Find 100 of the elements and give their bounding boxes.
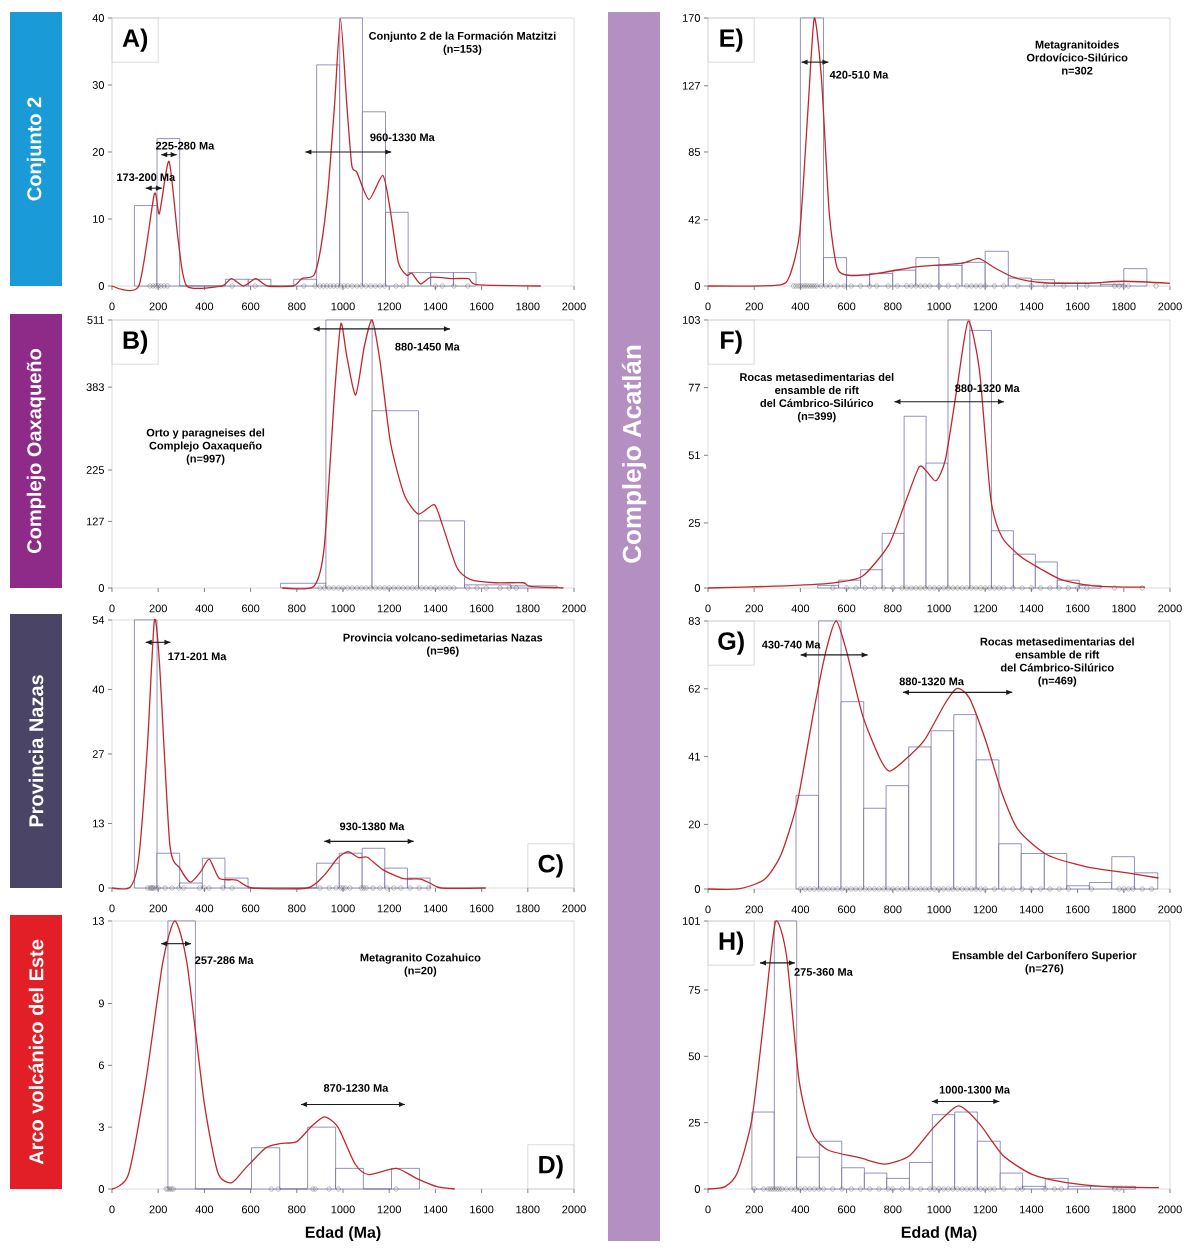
y-tick-label: 41	[688, 752, 700, 761]
y-tick-label: 0	[694, 584, 701, 592]
chart-title: F)	[721, 330, 742, 354]
chart-title: G)	[718, 631, 744, 655]
y-tick-label: 62	[688, 684, 700, 693]
annotation: (n=153)	[443, 44, 482, 55]
x-tick-label: 0	[109, 904, 115, 913]
x-tick-label: 1800	[1112, 604, 1136, 613]
x-tick-label: 1200	[377, 904, 401, 913]
y-tick-label: 127	[682, 81, 700, 90]
x-tick-label: 800	[884, 905, 902, 914]
annotation: (n=997)	[186, 454, 225, 465]
x-tick-label: 1400	[424, 302, 448, 311]
annotation: 880-1320 Ma	[899, 677, 965, 686]
y-tick-label: 0	[694, 282, 701, 290]
x-tick-label: 1200	[377, 302, 401, 311]
x-tick-label: 1800	[1112, 302, 1136, 311]
x-tick-label: 600	[241, 1205, 260, 1214]
annotation: 420-510 Ma	[829, 70, 889, 79]
annotation: 880-1450 Ma	[395, 342, 460, 351]
y-tick-label: 42	[688, 215, 700, 224]
y-tick-label: 101	[682, 917, 700, 925]
annotation: Orto y paragneises del	[146, 428, 265, 439]
y-tick-label: 0	[98, 1185, 105, 1193]
y-tick-label: 13	[93, 819, 104, 828]
text: C)	[538, 854, 563, 878]
annotation: 960-1330 Ma	[370, 133, 435, 142]
chart-title: B)	[123, 330, 148, 354]
annotation: 430-740 Ma	[761, 640, 821, 649]
x-tick-label: 800	[288, 1205, 306, 1214]
annotation: 275-360 Ma	[794, 968, 853, 976]
annotation: (n=20)	[404, 966, 437, 977]
x-tick-label: 0	[705, 604, 711, 613]
x-tick-label: 1200	[973, 302, 997, 311]
x-tick-label: 1800	[516, 604, 540, 613]
y-tick-label: 77	[688, 383, 700, 392]
annotation: 870-1230 Ma	[323, 1084, 389, 1092]
y-axis-title: Arco volcánico del Este	[28, 939, 44, 1165]
x-tick-label: 800	[288, 604, 306, 613]
annotation: Metagranitoides	[1035, 40, 1119, 51]
y-tick-label: 225	[86, 466, 104, 474]
annotation: ensamble de rift	[1015, 650, 1100, 659]
y-tick-label: 50	[688, 1052, 701, 1061]
x-axis-title: Edad (Ma)	[901, 1226, 977, 1242]
x-tick-label: 1000	[927, 604, 951, 613]
annotation: Rocas metasedimentarias del	[740, 372, 894, 382]
x-tick-label: 800	[884, 1205, 902, 1214]
y-axis-title: Complejo Oaxaqueño	[26, 348, 46, 553]
x-tick-label: 1000	[927, 302, 951, 311]
x-tick-label: 2000	[562, 904, 586, 913]
annotation: Metagranito Cozahuico	[360, 953, 481, 964]
chart-title: E)	[720, 28, 743, 52]
y-tick-label: 0	[98, 884, 105, 892]
x-tick-label: 1200	[973, 604, 997, 613]
y-tick-label: 25	[688, 519, 700, 527]
annotation: Provincia volcano-sedimetarias Nazas	[343, 633, 543, 642]
x-tick-label: 1200	[973, 905, 997, 914]
x-tick-label: 1000	[331, 904, 355, 913]
annotation: Complejo Oaxaqueño	[149, 441, 262, 452]
x-tick-label: 0	[705, 905, 711, 914]
x-tick-label: 800	[288, 904, 306, 913]
annotation: ensamble de rift	[775, 385, 859, 395]
x-tick-label: 2000	[1158, 302, 1182, 311]
x-tick-label: 1600	[470, 302, 494, 311]
x-tick-label: 200	[745, 302, 763, 311]
y-tick-label: 27	[92, 750, 104, 758]
x-tick-label: 1200	[377, 604, 401, 613]
annotation: del Cámbrico-Silúrico	[1000, 663, 1114, 672]
x-tick-label: 1400	[424, 904, 448, 913]
y-tick-label: 20	[688, 820, 701, 829]
x-tick-label: 600	[837, 604, 856, 613]
x-tick-label: 1600	[1066, 302, 1090, 311]
x-tick-label: 2000	[562, 302, 586, 311]
y-tick-label: 0	[98, 282, 105, 290]
text: D)	[539, 1155, 563, 1179]
x-tick-label: 2000	[1158, 1205, 1182, 1214]
x-tick-label: 2000	[1158, 905, 1182, 914]
y-tick-label: 511	[87, 316, 104, 324]
y-tick-label: 75	[688, 986, 700, 994]
x-tick-label: 400	[791, 1205, 810, 1214]
y-tick-label: 0	[694, 885, 701, 893]
y-axis-title: Complejo Acatlán	[621, 345, 647, 563]
x-tick-label: 600	[837, 905, 856, 914]
x-tick-label: 800	[884, 302, 902, 311]
y-tick-label: 25	[688, 1118, 700, 1127]
x-tick-label: 200	[745, 1205, 763, 1214]
y-tick-label: 0	[98, 584, 105, 592]
y-tick-label: 83	[688, 617, 700, 625]
annotation: 257-286 Ma	[195, 956, 254, 965]
x-tick-label: 0	[109, 1205, 115, 1214]
x-axis-title: Edad (Ma)	[305, 1226, 381, 1242]
x-tick-label: 1000	[927, 1205, 951, 1214]
x-tick-label: 1400	[424, 1205, 448, 1214]
annotation: (n=399)	[797, 411, 836, 423]
x-tick-label: 1600	[1066, 604, 1090, 613]
x-tick-label: 200	[149, 604, 167, 613]
x-tick-label: 2000	[1158, 604, 1182, 613]
y-tick-label: 13	[93, 917, 104, 925]
y-tick-label: 3	[98, 1123, 104, 1132]
x-tick-label: 1800	[1112, 1205, 1136, 1214]
